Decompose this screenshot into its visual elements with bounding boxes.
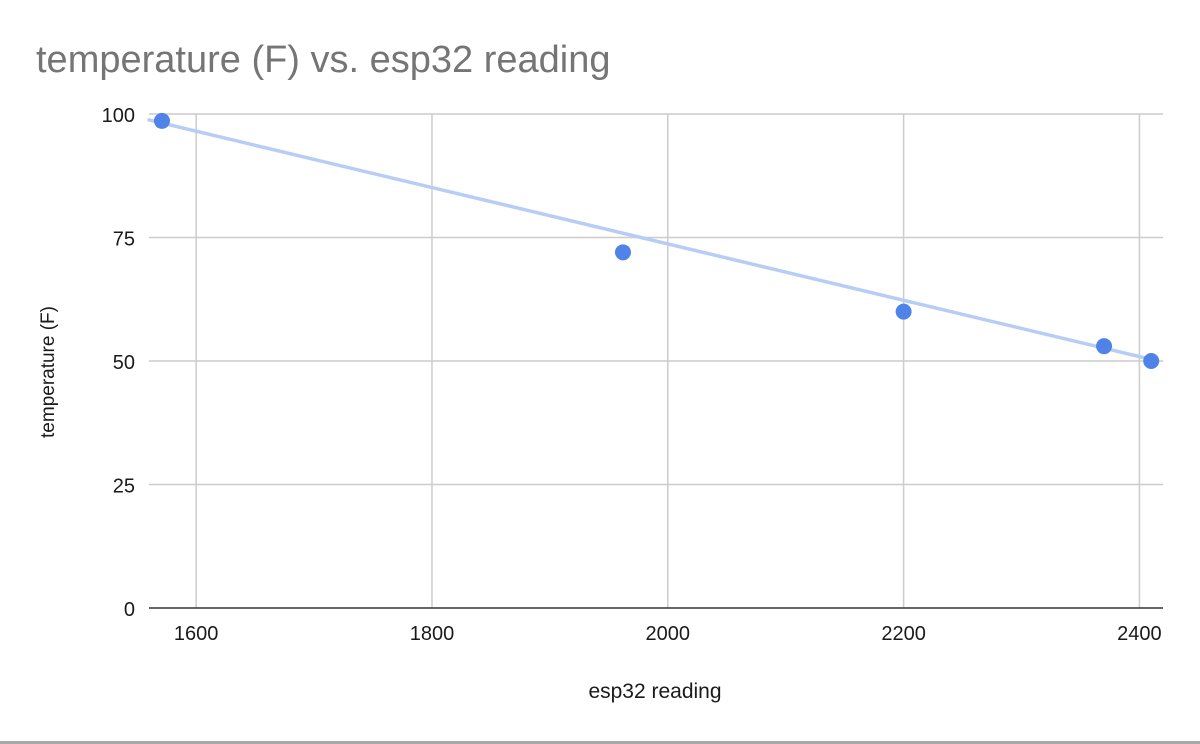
points-layer <box>153 112 1160 369</box>
tick-labels: 0 25 50 75 100 1600 1800 2000 2200 2400 <box>102 105 1162 645</box>
chart-title: temperature (F) vs. esp32 reading <box>36 39 611 81</box>
trendline <box>147 118 1156 362</box>
x-tick-label: 1600 <box>174 623 219 645</box>
y-axis-label: temperature (F) <box>38 306 59 438</box>
data-point <box>1096 338 1113 355</box>
y-tick-label: 50 <box>113 352 135 374</box>
data-point <box>895 303 912 320</box>
y-tick-label: 25 <box>113 476 135 498</box>
trendline-layer <box>147 118 1156 362</box>
data-point <box>1143 353 1160 369</box>
data-point <box>614 244 631 261</box>
y-tick-label: 0 <box>124 599 135 621</box>
grid <box>149 113 1163 609</box>
x-axis-label: esp32 reading <box>588 680 721 703</box>
y-tick-label: 75 <box>113 229 135 251</box>
data-point <box>153 112 170 129</box>
x-tick-label: 2000 <box>646 623 691 645</box>
x-tick-label: 1800 <box>410 623 455 645</box>
x-tick-label: 2400 <box>1117 623 1162 645</box>
y-tick-label: 100 <box>102 105 135 127</box>
bottom-border <box>0 741 1200 744</box>
x-tick-label: 2200 <box>881 623 926 645</box>
